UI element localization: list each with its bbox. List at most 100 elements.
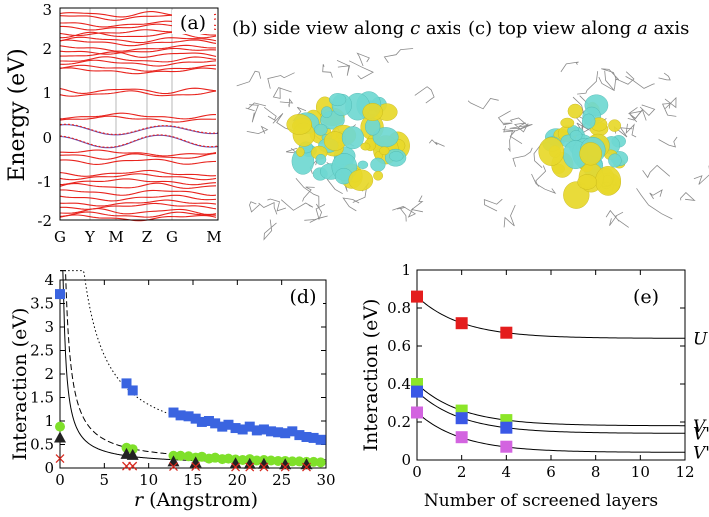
data-point-triangle bbox=[189, 456, 202, 468]
panel-e-xlabel: Number of screened layers bbox=[424, 491, 658, 511]
lattice-bond bbox=[629, 108, 647, 123]
band-line bbox=[59, 199, 217, 207]
data-point-square bbox=[168, 407, 179, 418]
isosurface-lobe-negative bbox=[389, 151, 404, 162]
data-point-square bbox=[294, 430, 305, 441]
band-line bbox=[59, 36, 217, 44]
x-tick-label: G bbox=[54, 228, 66, 246]
lattice-bond bbox=[658, 136, 678, 148]
lattice-bond bbox=[509, 117, 529, 132]
data-point-square bbox=[230, 423, 241, 434]
plot-frame bbox=[59, 279, 327, 469]
lattice-bond bbox=[560, 61, 579, 73]
panel-b-title: (b) side view along c axis bbox=[232, 18, 460, 39]
data-point-cross bbox=[245, 462, 255, 472]
x-tick-label: 10 bbox=[631, 463, 650, 481]
lattice-bond bbox=[512, 147, 533, 167]
panel-d-ylabel: Interaction (eV) bbox=[9, 308, 31, 461]
lattice-bond bbox=[246, 125, 269, 135]
lattice-bond bbox=[263, 219, 277, 241]
band-line bbox=[59, 208, 217, 216]
lattice-bond bbox=[263, 106, 277, 121]
data-point-circle bbox=[251, 455, 262, 466]
data-point-cross bbox=[231, 462, 241, 472]
lattice-bond bbox=[383, 48, 414, 64]
lattice-bond bbox=[535, 165, 547, 187]
data-point-cross bbox=[280, 462, 290, 472]
lattice-bond bbox=[356, 52, 370, 67]
lattice-bond bbox=[598, 70, 615, 92]
panel-a-xticks: G Y M Z G M bbox=[54, 228, 222, 246]
curve-label: V'' bbox=[693, 443, 709, 463]
lattice-bond bbox=[396, 206, 407, 222]
y-tick-label: 1 bbox=[44, 412, 54, 430]
lattice-bond bbox=[304, 215, 328, 223]
isosurface bbox=[286, 91, 410, 191]
panel-a-label-box bbox=[172, 10, 214, 34]
band-line bbox=[59, 44, 217, 52]
lattice-bond bbox=[267, 72, 295, 89]
data-point-cross bbox=[191, 462, 201, 472]
lattice-bond bbox=[605, 209, 629, 228]
x-tick-label: Z bbox=[142, 228, 152, 246]
band-line bbox=[59, 214, 217, 222]
lattice-bond bbox=[249, 201, 260, 213]
isosurface-lobe-positive bbox=[608, 119, 622, 132]
data-point-square bbox=[251, 425, 262, 436]
lattice-bond bbox=[428, 139, 445, 147]
y-tick-label: 0.8 bbox=[387, 299, 411, 317]
data-point-triangle bbox=[279, 458, 292, 470]
lattice-bond bbox=[601, 68, 620, 81]
x-tick-label: 6 bbox=[546, 463, 556, 481]
isosurface-lobe-positive bbox=[577, 174, 598, 190]
y-tick-label: 0.4 bbox=[387, 375, 411, 393]
isosurface-lobe-positive bbox=[362, 102, 383, 122]
lattice-bond bbox=[279, 98, 294, 108]
lattice-bond bbox=[609, 211, 624, 226]
data-point-square bbox=[210, 418, 221, 429]
data-point-square bbox=[203, 416, 214, 426]
x-tick-label: 12 bbox=[675, 463, 694, 481]
band-line bbox=[59, 202, 217, 210]
data-point-cross bbox=[55, 454, 65, 464]
isosurface-lobe-negative bbox=[581, 113, 596, 129]
panel-e-ylabel: Interaction (eV) bbox=[360, 299, 382, 452]
data-point-square bbox=[315, 434, 326, 445]
lattice-bond bbox=[280, 199, 314, 211]
band-line bbox=[59, 158, 217, 165]
data-point-square bbox=[500, 440, 513, 453]
lattice-bond bbox=[272, 87, 292, 99]
lattice-bond bbox=[503, 204, 516, 228]
data-point-square bbox=[411, 385, 423, 398]
lattice-bond bbox=[693, 165, 709, 185]
x-tick-label: 0 bbox=[55, 471, 65, 489]
band-lines bbox=[59, 8, 219, 222]
curve-label: U bbox=[693, 329, 708, 349]
data-point-triangle bbox=[257, 457, 270, 469]
panel-a-label: (a) bbox=[180, 12, 206, 34]
data-point-triangle bbox=[54, 431, 66, 443]
lattice-bond bbox=[315, 203, 326, 221]
data-point-square bbox=[273, 427, 284, 438]
y-tick-label: 3 bbox=[42, 1, 52, 19]
data-point-circle bbox=[266, 455, 277, 466]
lattice-bond bbox=[267, 198, 287, 212]
y-tick-label: 4 bbox=[44, 271, 54, 289]
panel-c-top-view: (c) top view along a axis bbox=[468, 18, 709, 228]
lattice-bond bbox=[577, 71, 599, 95]
data-point-triangle bbox=[243, 457, 256, 469]
isosurface-lobe-negative bbox=[370, 157, 386, 172]
data-point-square bbox=[455, 431, 468, 444]
lattice-bond bbox=[245, 102, 267, 112]
data-point-square bbox=[190, 413, 201, 424]
band-line bbox=[59, 47, 217, 55]
band-line bbox=[59, 59, 217, 67]
y-tick-label: 1.5 bbox=[30, 389, 54, 407]
lattice-bond bbox=[336, 60, 351, 76]
y-tick-label: 0.5 bbox=[30, 436, 54, 454]
band-line bbox=[59, 173, 217, 181]
data-point-square bbox=[455, 412, 468, 425]
y-tick-label: 3.5 bbox=[30, 295, 54, 313]
x-tick-label: M bbox=[206, 228, 221, 246]
data-point-circle bbox=[294, 456, 305, 467]
